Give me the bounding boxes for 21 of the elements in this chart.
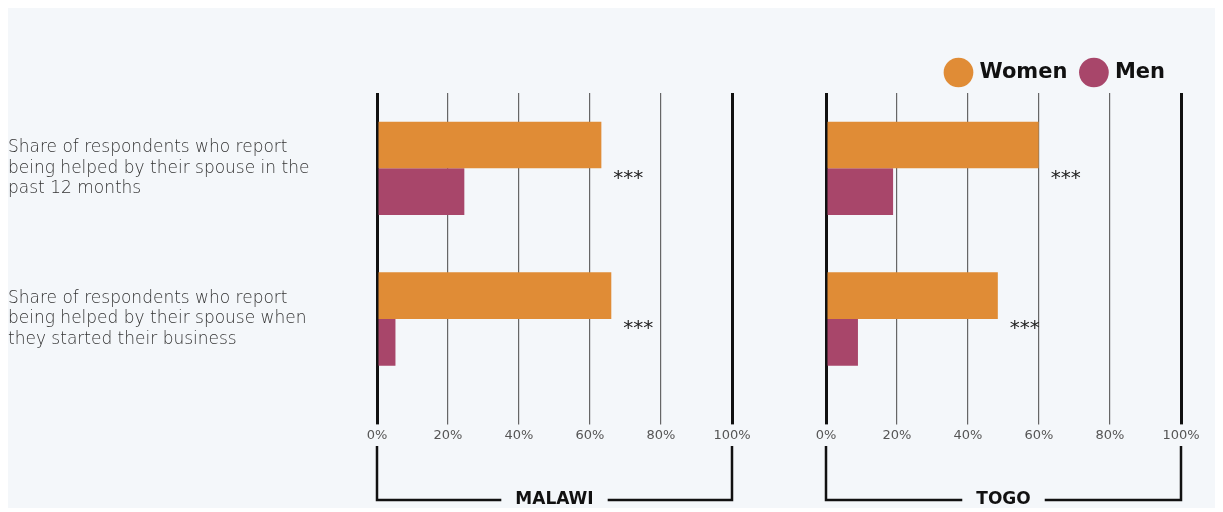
x-tick-label: 40% [504, 426, 534, 442]
annotation: *** [1050, 164, 1081, 189]
y-tick-label: Share of respondents who report being helped by their spouse in the past 12 months [8, 136, 310, 198]
legend-label: Men [1114, 58, 1165, 83]
x-axis-title: MALAWI [515, 488, 594, 509]
x-tick-label: 0% [815, 426, 837, 442]
annotation: *** [623, 315, 654, 340]
x-tick-label: 20% [882, 426, 912, 442]
x-tick-label: 100% [1162, 426, 1200, 442]
x-tick-label: 60% [1024, 426, 1054, 442]
y-tick-label: Share of respondents who report being helped by their spouse when they started their business [8, 287, 307, 348]
x-tick-label: 80% [646, 426, 676, 442]
x-tick-label: 20% [433, 426, 463, 442]
x-tick-label: 40% [953, 426, 983, 442]
annotation: *** [613, 164, 644, 189]
x-tick-label: 80% [1095, 426, 1125, 442]
x-tick-label: 60% [575, 426, 605, 442]
x-axis-title: TOGO [976, 488, 1031, 509]
x-tick-label: 100% [713, 426, 751, 442]
legend-label: Women [979, 58, 1068, 83]
x-tick-label: 0% [366, 426, 388, 442]
